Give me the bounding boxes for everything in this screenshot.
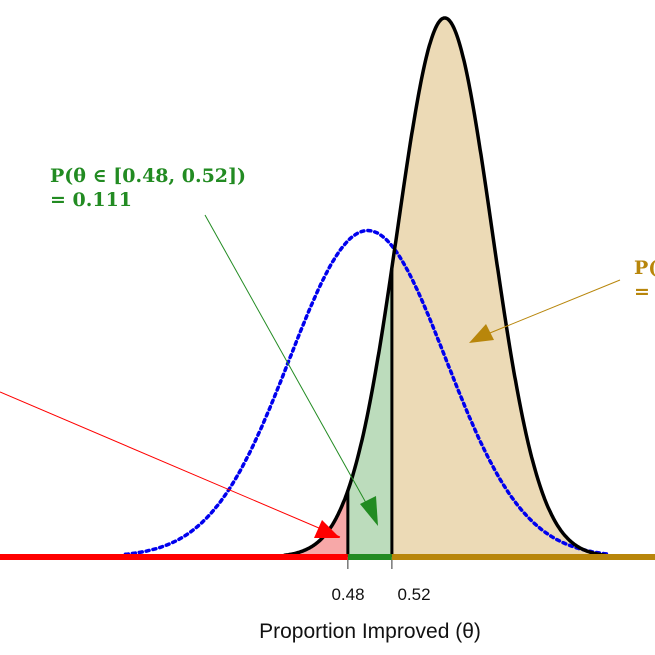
posterior-curve	[283, 16, 606, 558]
green-arrow-head	[360, 496, 378, 526]
gold-annotation-line1: P(	[634, 257, 655, 279]
prior-curve	[123, 228, 612, 557]
tick-label-0.48: 0.48	[331, 585, 364, 604]
green-arrow	[204, 214, 371, 511]
gold-annotation-line2: =	[634, 281, 650, 303]
tick-label-0.52: 0.52	[397, 585, 430, 604]
x-axis-label: Proportion Improved (θ)	[259, 620, 481, 643]
gold-arrow-head	[469, 324, 494, 343]
green-annotation-line1: P(θ ∈ [0.48, 0.52])	[50, 165, 246, 187]
green-annotation-line2: = 0.111	[50, 189, 132, 211]
gold-arrow	[484, 279, 621, 336]
red-arrow	[0, 391, 341, 538]
region-fill-above	[391, 18, 655, 557]
region-fill-below	[0, 490, 348, 557]
red-arrow-head	[314, 520, 340, 538]
